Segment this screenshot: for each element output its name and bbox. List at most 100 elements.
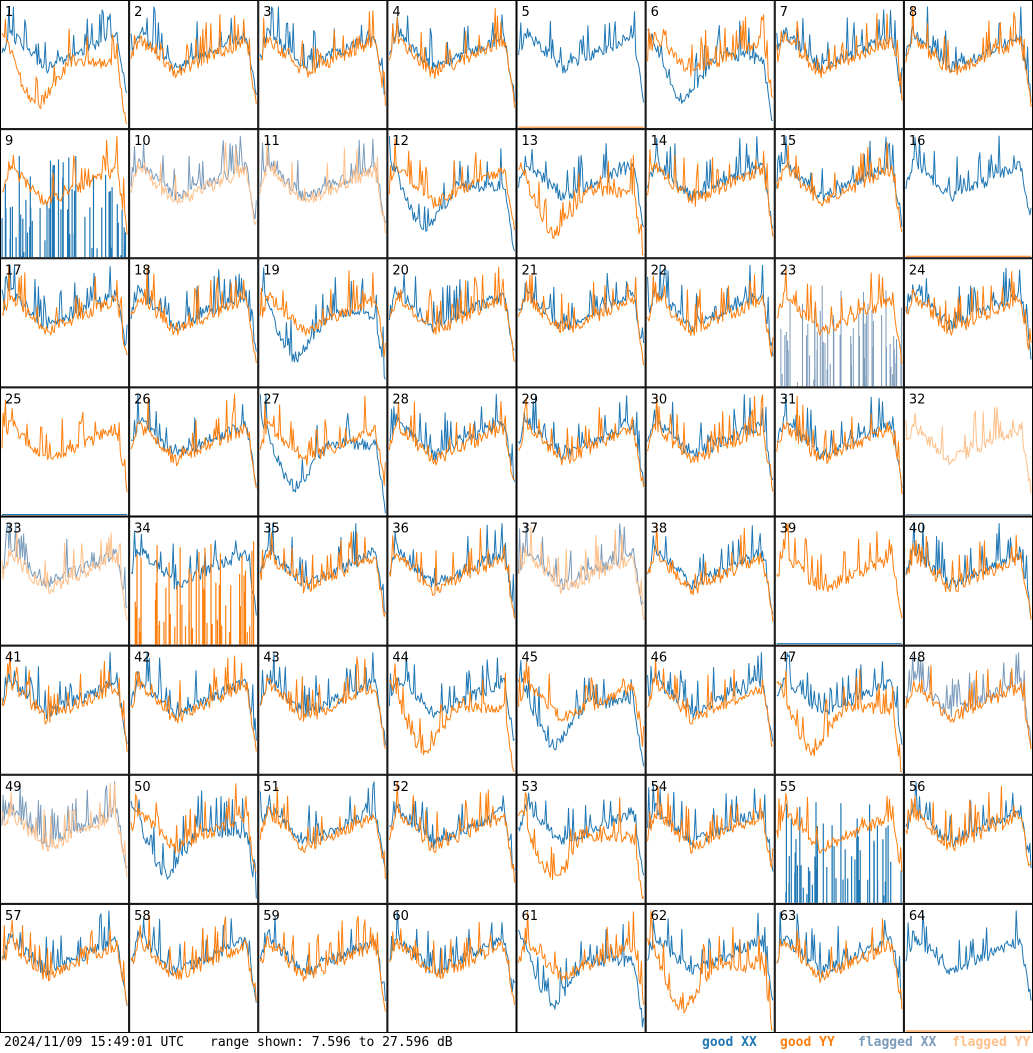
tile-38: 38 — [645, 516, 775, 646]
tile-49: 49 — [0, 774, 130, 904]
series-xx — [259, 267, 386, 380]
tile-30: 30 — [645, 387, 775, 517]
tile-label: 9 — [5, 134, 13, 149]
tile-1: 1 — [0, 0, 130, 130]
tile-14: 14 — [645, 129, 775, 259]
series-yy — [905, 406, 1032, 494]
tile-frame — [774, 0, 904, 130]
series-yy — [647, 149, 774, 237]
tile-19: 19 — [258, 258, 388, 388]
legend-good-xx-word: good — [702, 1035, 734, 1050]
tile-label: 11 — [263, 134, 280, 149]
tile-28: 28 — [387, 387, 517, 517]
series-yy — [130, 783, 257, 873]
tile-63: 63 — [774, 903, 904, 1033]
series-yy — [1, 18, 128, 125]
tile-frame — [0, 387, 130, 517]
tile-9: 9 — [0, 129, 130, 259]
tile-label: 57 — [5, 909, 22, 924]
tile-37: 37 — [516, 516, 646, 646]
series-yy — [776, 266, 903, 364]
series-yy — [647, 785, 774, 869]
series-yy — [1, 919, 128, 1005]
tile-label: 17 — [5, 263, 22, 278]
tile-42: 42 — [129, 645, 259, 775]
series-yy — [776, 792, 903, 873]
series-yy — [388, 7, 515, 108]
tile-frame — [774, 129, 904, 259]
tile-18: 18 — [129, 258, 259, 388]
tile-frame — [129, 0, 259, 130]
series-yy — [647, 910, 773, 1031]
tile-15: 15 — [774, 129, 904, 259]
tile-29: 29 — [516, 387, 646, 517]
tile-frame — [129, 516, 259, 646]
tile-frame — [0, 516, 130, 646]
tile-label: 24 — [909, 263, 926, 278]
tile-60: 60 — [387, 903, 517, 1033]
series-yy — [388, 921, 515, 1005]
series-yy — [518, 661, 645, 747]
tile-53: 53 — [516, 774, 646, 904]
tile-frame — [516, 387, 646, 517]
tile-label: 29 — [522, 392, 539, 407]
tile-label: 10 — [134, 134, 151, 149]
series-yy — [259, 395, 386, 486]
tile-21: 21 — [516, 258, 646, 388]
tile-64: 64 — [903, 903, 1033, 1033]
series-yy — [134, 541, 255, 645]
tile-40: 40 — [903, 516, 1033, 646]
series-yy — [1, 652, 128, 753]
series-xx — [518, 11, 645, 103]
series-yy — [388, 138, 515, 231]
tile-label: 46 — [651, 651, 668, 666]
tile-50: 50 — [129, 774, 259, 904]
tile-label: 56 — [909, 780, 926, 795]
tile-frame — [903, 516, 1033, 646]
tile-23: 23 — [774, 258, 904, 388]
series-yy — [388, 781, 515, 883]
tile-frame — [903, 774, 1033, 904]
tile-16: 16 — [903, 129, 1033, 259]
series-xx — [776, 393, 903, 488]
series-yy — [130, 914, 257, 1002]
series-yy — [518, 272, 645, 366]
tile-label: 27 — [263, 392, 280, 407]
tile-frame — [645, 129, 775, 259]
timestamp: 2024/11/09 15:49:01 UTC — [4, 1035, 185, 1050]
tile-17: 17 — [0, 258, 130, 388]
tile-label: 15 — [780, 134, 797, 149]
series-xx — [259, 138, 386, 224]
series-xx — [259, 394, 386, 514]
tile-label: 19 — [263, 263, 280, 278]
tile-label: 61 — [522, 909, 539, 924]
tile-7: 7 — [774, 0, 904, 130]
tile-label: 36 — [392, 522, 409, 537]
series-yy — [389, 266, 515, 362]
series-yy — [776, 668, 902, 772]
tile-2: 2 — [129, 0, 259, 130]
tile-51: 51 — [258, 774, 388, 904]
tile-frame — [903, 387, 1033, 517]
tile-5: 5 — [516, 0, 646, 130]
tile-59: 59 — [258, 903, 388, 1033]
tile-frame — [258, 516, 388, 646]
tile-33: 33 — [0, 516, 130, 646]
tile-52: 52 — [387, 774, 517, 904]
tile-label: 59 — [263, 909, 280, 924]
tile-frame — [387, 774, 517, 904]
tile-label: 3 — [263, 5, 271, 20]
tile-6: 6 — [645, 0, 775, 130]
tile-label: 40 — [909, 522, 926, 537]
tile-label: 37 — [522, 522, 539, 537]
tile-label: 41 — [5, 651, 22, 666]
tile-41: 41 — [0, 645, 130, 775]
tile-44: 44 — [387, 645, 517, 775]
tile-label: 43 — [263, 651, 280, 666]
legend-flagged-yy: flagged YY — [952, 1033, 1030, 1053]
legend-flagged-yy-word: flagged — [952, 1035, 1007, 1050]
tile-frame — [387, 903, 517, 1033]
series-yy — [905, 534, 1032, 620]
tile-22: 22 — [645, 258, 775, 388]
series-xx — [647, 20, 773, 121]
